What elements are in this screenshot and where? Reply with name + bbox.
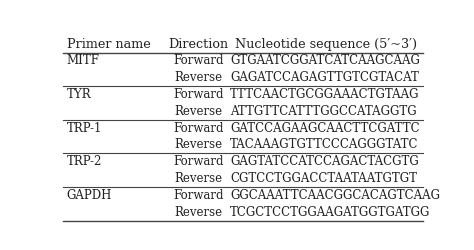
Text: Forward: Forward [173,122,224,135]
Text: Reverse: Reverse [175,138,223,151]
Text: GAGTATCCATCCAGACTACGTG: GAGTATCCATCCAGACTACGTG [230,155,419,168]
Text: Nucleotide sequence (5′~3′): Nucleotide sequence (5′~3′) [236,38,418,51]
Text: GGCAAATTCAACGGCACAGTCAAG: GGCAAATTCAACGGCACAGTCAAG [230,189,440,202]
Text: TTTCAACTGCGGAAACTGTAAG: TTTCAACTGCGGAAACTGTAAG [230,88,419,101]
Text: Primer name: Primer name [66,38,150,51]
Text: Reverse: Reverse [175,172,223,185]
Text: Forward: Forward [173,189,224,202]
Text: GAGATCCAGAGTTGTCGTACAT: GAGATCCAGAGTTGTCGTACAT [230,71,419,84]
Text: CGTCCTGGACCTAATAATGTGT: CGTCCTGGACCTAATAATGTGT [230,172,417,185]
Text: GTGAATCGGATCATCAAGCAAG: GTGAATCGGATCATCAAGCAAG [230,54,420,68]
Text: Forward: Forward [173,88,224,101]
Text: TCGCTCCTGGAAGATGGTGATGG: TCGCTCCTGGAAGATGGTGATGG [230,206,430,219]
Text: Reverse: Reverse [175,105,223,118]
Text: Direction: Direction [169,38,229,51]
Text: GAPDH: GAPDH [66,189,112,202]
Text: Forward: Forward [173,155,224,168]
Text: TRP-2: TRP-2 [66,155,102,168]
Text: Reverse: Reverse [175,206,223,219]
Text: GATCCAGAAGCAACTTCGATTC: GATCCAGAAGCAACTTCGATTC [230,122,419,135]
Text: MITF: MITF [66,54,100,68]
Text: Reverse: Reverse [175,71,223,84]
Text: TACAAAGTGTTCCCAGGGTATC: TACAAAGTGTTCCCAGGGTATC [230,138,419,151]
Text: TRP-1: TRP-1 [66,122,102,135]
Text: Forward: Forward [173,54,224,68]
Text: ATTGTTCATTTGGCCATAGGTG: ATTGTTCATTTGGCCATAGGTG [230,105,417,118]
Text: TYR: TYR [66,88,91,101]
